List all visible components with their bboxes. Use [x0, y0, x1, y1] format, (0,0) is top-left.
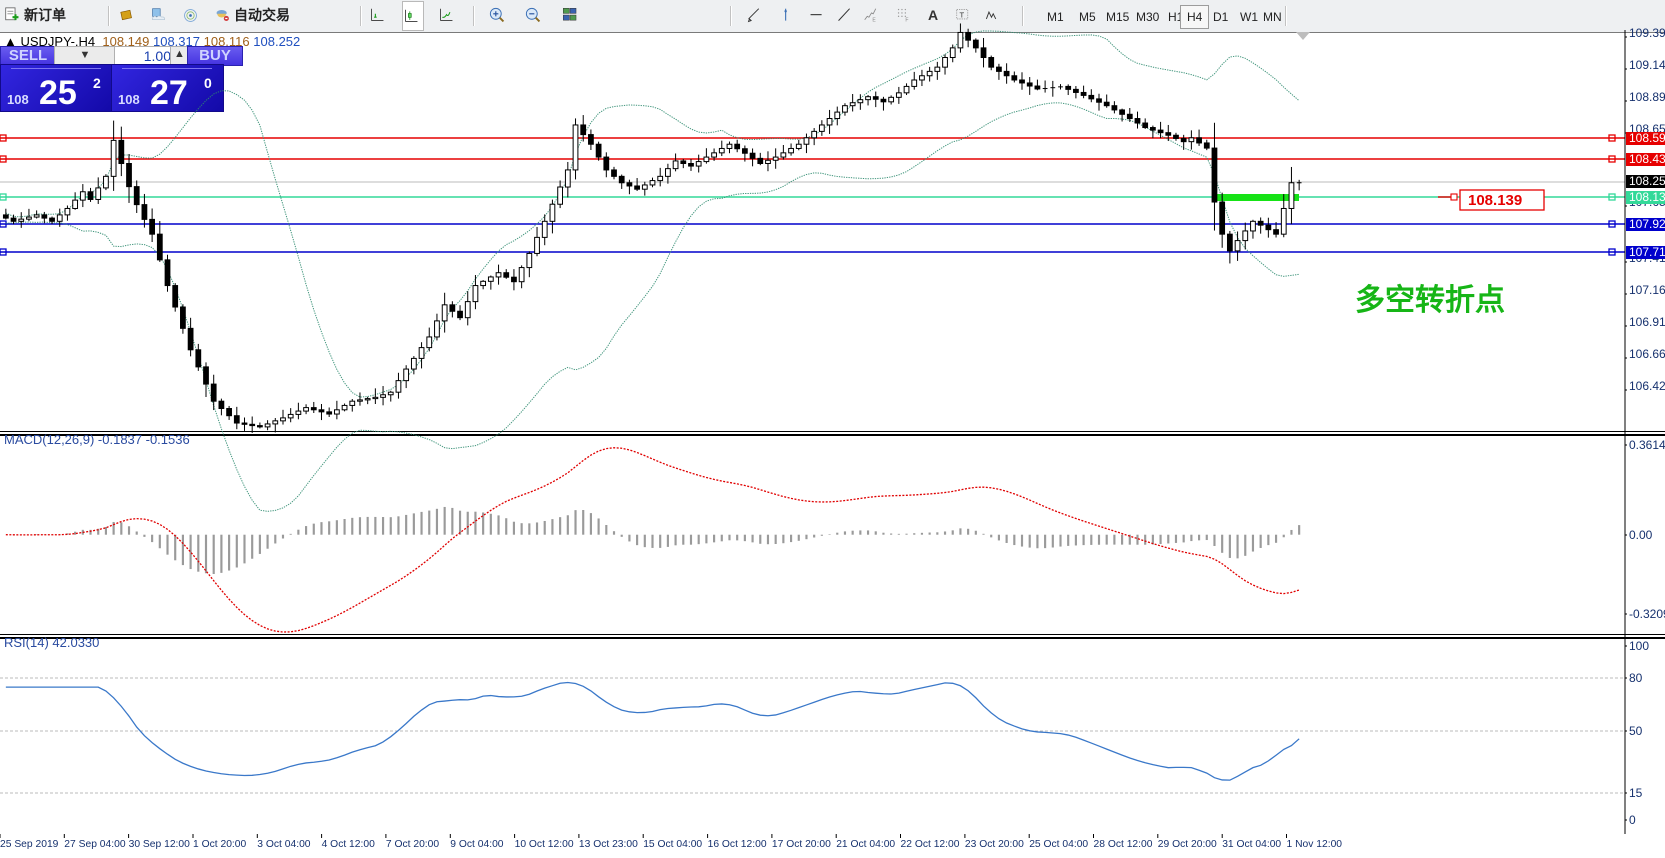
svg-text:1 Nov 12:00: 1 Nov 12:00 — [1287, 839, 1343, 850]
svg-text:108.252: 108.252 — [1629, 174, 1665, 188]
svg-text:0.3614: 0.3614 — [1629, 438, 1665, 452]
svg-text:106.665: 106.665 — [1629, 347, 1665, 361]
svg-text:100: 100 — [1629, 639, 1649, 653]
svg-text:10 Oct 12:00: 10 Oct 12:00 — [515, 839, 574, 850]
svg-text:31 Oct 04:00: 31 Oct 04:00 — [1222, 839, 1281, 850]
svg-text:108.431: 108.431 — [1629, 152, 1665, 166]
svg-text:108.596: 108.596 — [1629, 131, 1665, 145]
svg-text:109.390: 109.390 — [1629, 26, 1665, 40]
svg-text:29 Oct 20:00: 29 Oct 20:00 — [1158, 839, 1217, 850]
svg-text:50: 50 — [1629, 724, 1643, 738]
svg-text:30 Sep 12:00: 30 Sep 12:00 — [129, 839, 191, 850]
svg-text:RSI(14) 42.0330: RSI(14) 42.0330 — [4, 635, 99, 650]
svg-text:25 Sep 2019: 25 Sep 2019 — [0, 839, 59, 850]
svg-text:4 Oct 12:00: 4 Oct 12:00 — [322, 839, 376, 850]
svg-text:17 Oct 20:00: 17 Oct 20:00 — [772, 839, 831, 850]
svg-text:27 Sep 04:00: 27 Sep 04:00 — [64, 839, 126, 850]
svg-text:80: 80 — [1629, 671, 1643, 685]
svg-text:MACD(12,26,9) -0.1837 -0.1536: MACD(12,26,9) -0.1837 -0.1536 — [4, 432, 190, 447]
svg-text:15 Oct 04:00: 15 Oct 04:00 — [643, 839, 702, 850]
svg-text:1 Oct 20:00: 1 Oct 20:00 — [193, 839, 247, 850]
svg-text:106.915: 106.915 — [1629, 315, 1665, 329]
svg-text:109.145: 109.145 — [1629, 58, 1665, 72]
svg-text:108.139: 108.139 — [1629, 190, 1665, 204]
svg-text:23 Oct 20:00: 23 Oct 20:00 — [965, 839, 1024, 850]
svg-text:15: 15 — [1629, 786, 1643, 800]
svg-text:0: 0 — [1629, 813, 1636, 827]
svg-text:108.895: 108.895 — [1629, 90, 1665, 104]
svg-text:3 Oct 04:00: 3 Oct 04:00 — [257, 839, 311, 850]
svg-text:16 Oct 12:00: 16 Oct 12:00 — [708, 839, 767, 850]
svg-text:107.929: 107.929 — [1629, 217, 1665, 231]
svg-text:0.00: 0.00 — [1629, 528, 1653, 542]
svg-text:22 Oct 12:00: 22 Oct 12:00 — [901, 839, 960, 850]
svg-text:106.420: 106.420 — [1629, 379, 1665, 393]
svg-text:107.160: 107.160 — [1629, 283, 1665, 297]
svg-text:21 Oct 04:00: 21 Oct 04:00 — [836, 839, 895, 850]
svg-text:7 Oct 20:00: 7 Oct 20:00 — [386, 839, 440, 850]
svg-text:多空转折点: 多空转折点 — [1355, 284, 1505, 317]
svg-text:9 Oct 04:00: 9 Oct 04:00 — [450, 839, 504, 850]
svg-text:107.711: 107.711 — [1629, 245, 1665, 259]
svg-text:13 Oct 23:00: 13 Oct 23:00 — [579, 839, 638, 850]
svg-text:25 Oct 04:00: 25 Oct 04:00 — [1029, 839, 1088, 850]
svg-text:28 Oct 12:00: 28 Oct 12:00 — [1094, 839, 1153, 850]
svg-text:108.139: 108.139 — [1468, 192, 1522, 209]
svg-text:-0.3209: -0.3209 — [1629, 607, 1665, 621]
